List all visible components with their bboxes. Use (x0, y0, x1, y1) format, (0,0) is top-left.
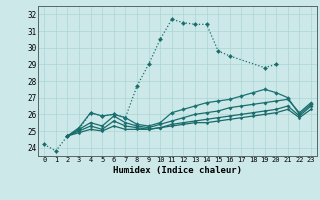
X-axis label: Humidex (Indice chaleur): Humidex (Indice chaleur) (113, 166, 242, 175)
